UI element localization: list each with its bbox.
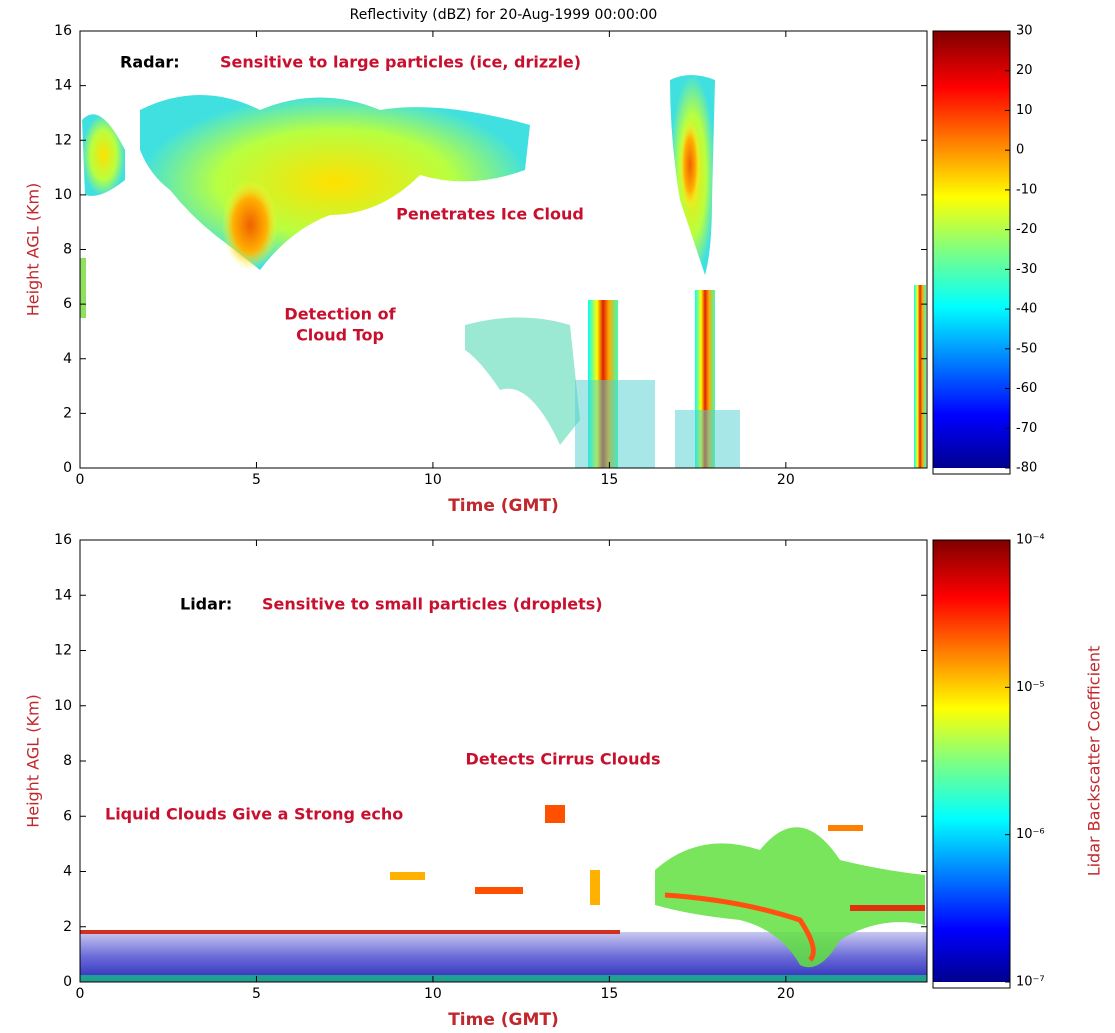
y-tick-label: 2 (63, 405, 72, 421)
echo (828, 825, 863, 831)
echo (80, 930, 620, 934)
echo (850, 905, 925, 911)
echo (914, 285, 926, 468)
x-axis-label: Time (GMT) (448, 1010, 559, 1029)
echo (80, 975, 927, 982)
colorbar-tick-label: -20 (1016, 222, 1037, 237)
annotation: Liquid Clouds Give a Strong echo (105, 805, 403, 824)
echo (80, 258, 86, 318)
colorbar-tick-label: -10 (1016, 182, 1037, 197)
y-tick-label: 16 (54, 23, 72, 39)
y-tick-label: 16 (54, 532, 72, 548)
y-tick-label: 4 (63, 351, 72, 367)
colorbar (933, 31, 1010, 468)
y-tick-label: 8 (63, 753, 72, 769)
x-tick-label: 20 (777, 472, 795, 488)
y-tick-label: 14 (54, 587, 72, 603)
colorbar-frame (932, 30, 1011, 475)
y-tick-label: 4 (63, 864, 72, 880)
colorbar-tick-label: 10⁻⁵ (1016, 680, 1045, 695)
y-tick-label: 6 (63, 808, 72, 824)
y-axis-label: Height AGL (Km) (24, 183, 43, 317)
annotation: Detection of (284, 305, 396, 324)
echo (222, 180, 278, 270)
echo (575, 380, 655, 468)
annotation: Lidar: (180, 595, 232, 614)
echo (82, 114, 125, 196)
annotation: Cloud Top (296, 326, 384, 345)
colorbar-tick-label: -40 (1016, 302, 1037, 317)
colorbar-tick-label: 30 (1016, 24, 1033, 39)
x-tick-label: 10 (424, 986, 442, 1002)
colorbar-tick-label: -60 (1016, 381, 1037, 396)
x-tick-label: 20 (777, 986, 795, 1002)
echo (675, 410, 740, 468)
y-tick-label: 12 (54, 132, 72, 148)
x-axis-label: Time (GMT) (448, 496, 559, 516)
y-tick-label: 10 (54, 698, 72, 714)
x-tick-label: 5 (252, 986, 261, 1002)
x-tick-label: 15 (600, 472, 618, 488)
colorbar-tick-label: -50 (1016, 341, 1037, 356)
colorbar-label: Lidar Backscatter Coefficient (1085, 646, 1104, 877)
y-tick-label: 12 (54, 643, 72, 659)
colorbar-tick-label: 10⁻⁷ (1016, 975, 1045, 990)
colorbar-tick-label: -30 (1016, 262, 1037, 277)
annotation: Penetrates Ice Cloud (396, 205, 584, 224)
y-tick-label: 2 (63, 919, 72, 935)
echo (680, 120, 700, 210)
echo (390, 872, 425, 880)
colorbar-tick-label: 10⁻⁶ (1016, 827, 1045, 842)
y-tick-label: 6 (63, 296, 72, 312)
echo (545, 805, 565, 823)
echo (664, 892, 816, 962)
y-tick-label: 0 (63, 460, 72, 476)
y-tick-label: 8 (63, 242, 72, 258)
y-axis-label: Height AGL (Km) (24, 694, 43, 828)
y-tick-label: 0 (63, 974, 72, 990)
x-tick-label: 5 (252, 472, 261, 488)
annotation: Radar: (120, 53, 180, 72)
y-tick-label: 10 (54, 187, 72, 203)
x-tick-label: 0 (76, 986, 85, 1002)
x-tick-label: 0 (76, 472, 85, 488)
echo (465, 317, 580, 445)
y-tick-label: 14 (54, 78, 72, 94)
colorbar-frame (932, 539, 1011, 989)
x-tick-label: 10 (424, 472, 442, 488)
colorbar-tick-label: -70 (1016, 421, 1037, 436)
annotation: Sensitive to large particles (ice, drizz… (220, 53, 581, 72)
chart-title: Reflectivity (dBZ) for 20-Aug-1999 00:00… (350, 7, 658, 23)
colorbar (933, 540, 1010, 982)
colorbar-tick-label: 10 (1016, 103, 1033, 118)
colorbar-tick-label: 0 (1016, 143, 1024, 158)
radar-echoes (80, 75, 926, 468)
echo (655, 827, 925, 968)
colorbar-tick-label: -80 (1016, 461, 1037, 476)
x-tick-label: 15 (600, 986, 618, 1002)
colorbar-tick-label: 10⁻⁴ (1016, 533, 1045, 548)
annotation: Detects Cirrus Clouds (466, 750, 661, 769)
lidar-echoes (80, 805, 927, 982)
echo (475, 887, 523, 894)
colorbar-tick-label: 20 (1016, 63, 1033, 78)
annotation: Sensitive to small particles (droplets) (262, 595, 603, 614)
echo (590, 870, 600, 905)
echo (140, 95, 530, 270)
